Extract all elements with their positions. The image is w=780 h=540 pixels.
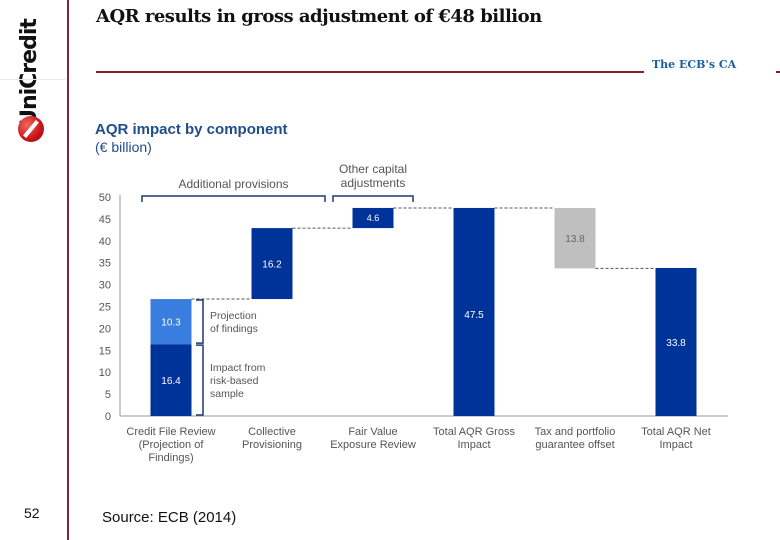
y-tick-label: 30	[99, 280, 111, 292]
x-tick-label: Fair Value	[348, 426, 397, 438]
bar-segment	[150, 344, 192, 416]
bar-value-label: 13.8	[565, 234, 585, 245]
section-tag: The ECB's CA	[652, 58, 737, 71]
bracket-additional-provisions	[141, 195, 326, 202]
vertical-divider	[67, 0, 69, 540]
y-tick-label: 20	[99, 323, 111, 335]
bar-segment	[150, 299, 192, 345]
unicredit-logo-icon	[18, 116, 44, 142]
annotation-bracket	[196, 299, 204, 344]
y-tick-label: 40	[99, 236, 111, 248]
annotation-label: Impact from	[210, 362, 266, 374]
x-tick-label: (Projection of	[139, 439, 205, 451]
y-tick-label: 15	[99, 345, 111, 357]
x-tick-label: Total AQR Gross	[433, 426, 515, 438]
bar-value-label: 10.3	[161, 318, 181, 329]
bar-segment	[251, 228, 293, 300]
chart-subtitle: (€ billion)	[95, 139, 152, 155]
y-tick-label: 10	[99, 367, 111, 379]
annotation-bracket	[196, 344, 204, 416]
x-tick-label: Credit File Review	[126, 426, 215, 438]
annotation-label: risk-based	[210, 375, 259, 387]
x-tick-label: Impact	[457, 439, 490, 451]
y-tick-label: 5	[105, 389, 111, 401]
title-rule-end	[776, 71, 780, 73]
source-note: Source: ECB (2014)	[102, 509, 237, 526]
annotation-label: Projection	[210, 310, 257, 322]
page-number: 52	[24, 505, 40, 521]
slide-title: AQR results in gross adjustment of €48 b…	[96, 6, 542, 27]
unicredit-logo: UniCredit	[0, 0, 66, 160]
y-tick-label: 0	[105, 411, 111, 423]
bar-value-label: 16.4	[161, 376, 181, 387]
bar-segment	[655, 267, 697, 416]
title-rule	[96, 71, 644, 73]
bracket-other-adjustments	[332, 195, 414, 202]
y-tick-label: 50	[99, 192, 111, 204]
x-tick-label: Total AQR Net	[641, 426, 711, 438]
x-tick-label: Exposure Review	[330, 439, 416, 451]
bracket-label: adjustments	[341, 176, 406, 190]
x-tick-label: Impact	[659, 439, 692, 451]
bar-value-label: 16.2	[262, 260, 282, 271]
bar-segment	[453, 207, 495, 416]
bracket-label: Additional provisions	[178, 177, 288, 191]
chart-title: AQR impact by component	[95, 121, 288, 138]
bar-segment	[352, 207, 394, 229]
x-tick-label: guarantee offset	[535, 439, 614, 451]
annotation-label: of findings	[210, 323, 258, 335]
x-tick-label: Provisioning	[242, 439, 302, 451]
x-tick-label: Tax and portfolio	[535, 426, 616, 438]
annotation-label: sample	[210, 388, 244, 400]
bracket-label: Other capital	[339, 162, 407, 176]
bar-value-label: 4.6	[367, 213, 380, 223]
bar-segment	[554, 207, 596, 269]
bar-value-label: 33.8	[666, 338, 686, 349]
divider	[0, 79, 66, 80]
x-tick-label: Collective	[248, 426, 296, 438]
y-tick-label: 35	[99, 258, 111, 270]
x-tick-label: Findings)	[148, 452, 193, 464]
y-tick-label: 25	[99, 302, 111, 314]
y-tick-label: 45	[99, 214, 111, 226]
bar-value-label: 47.5	[464, 310, 484, 321]
